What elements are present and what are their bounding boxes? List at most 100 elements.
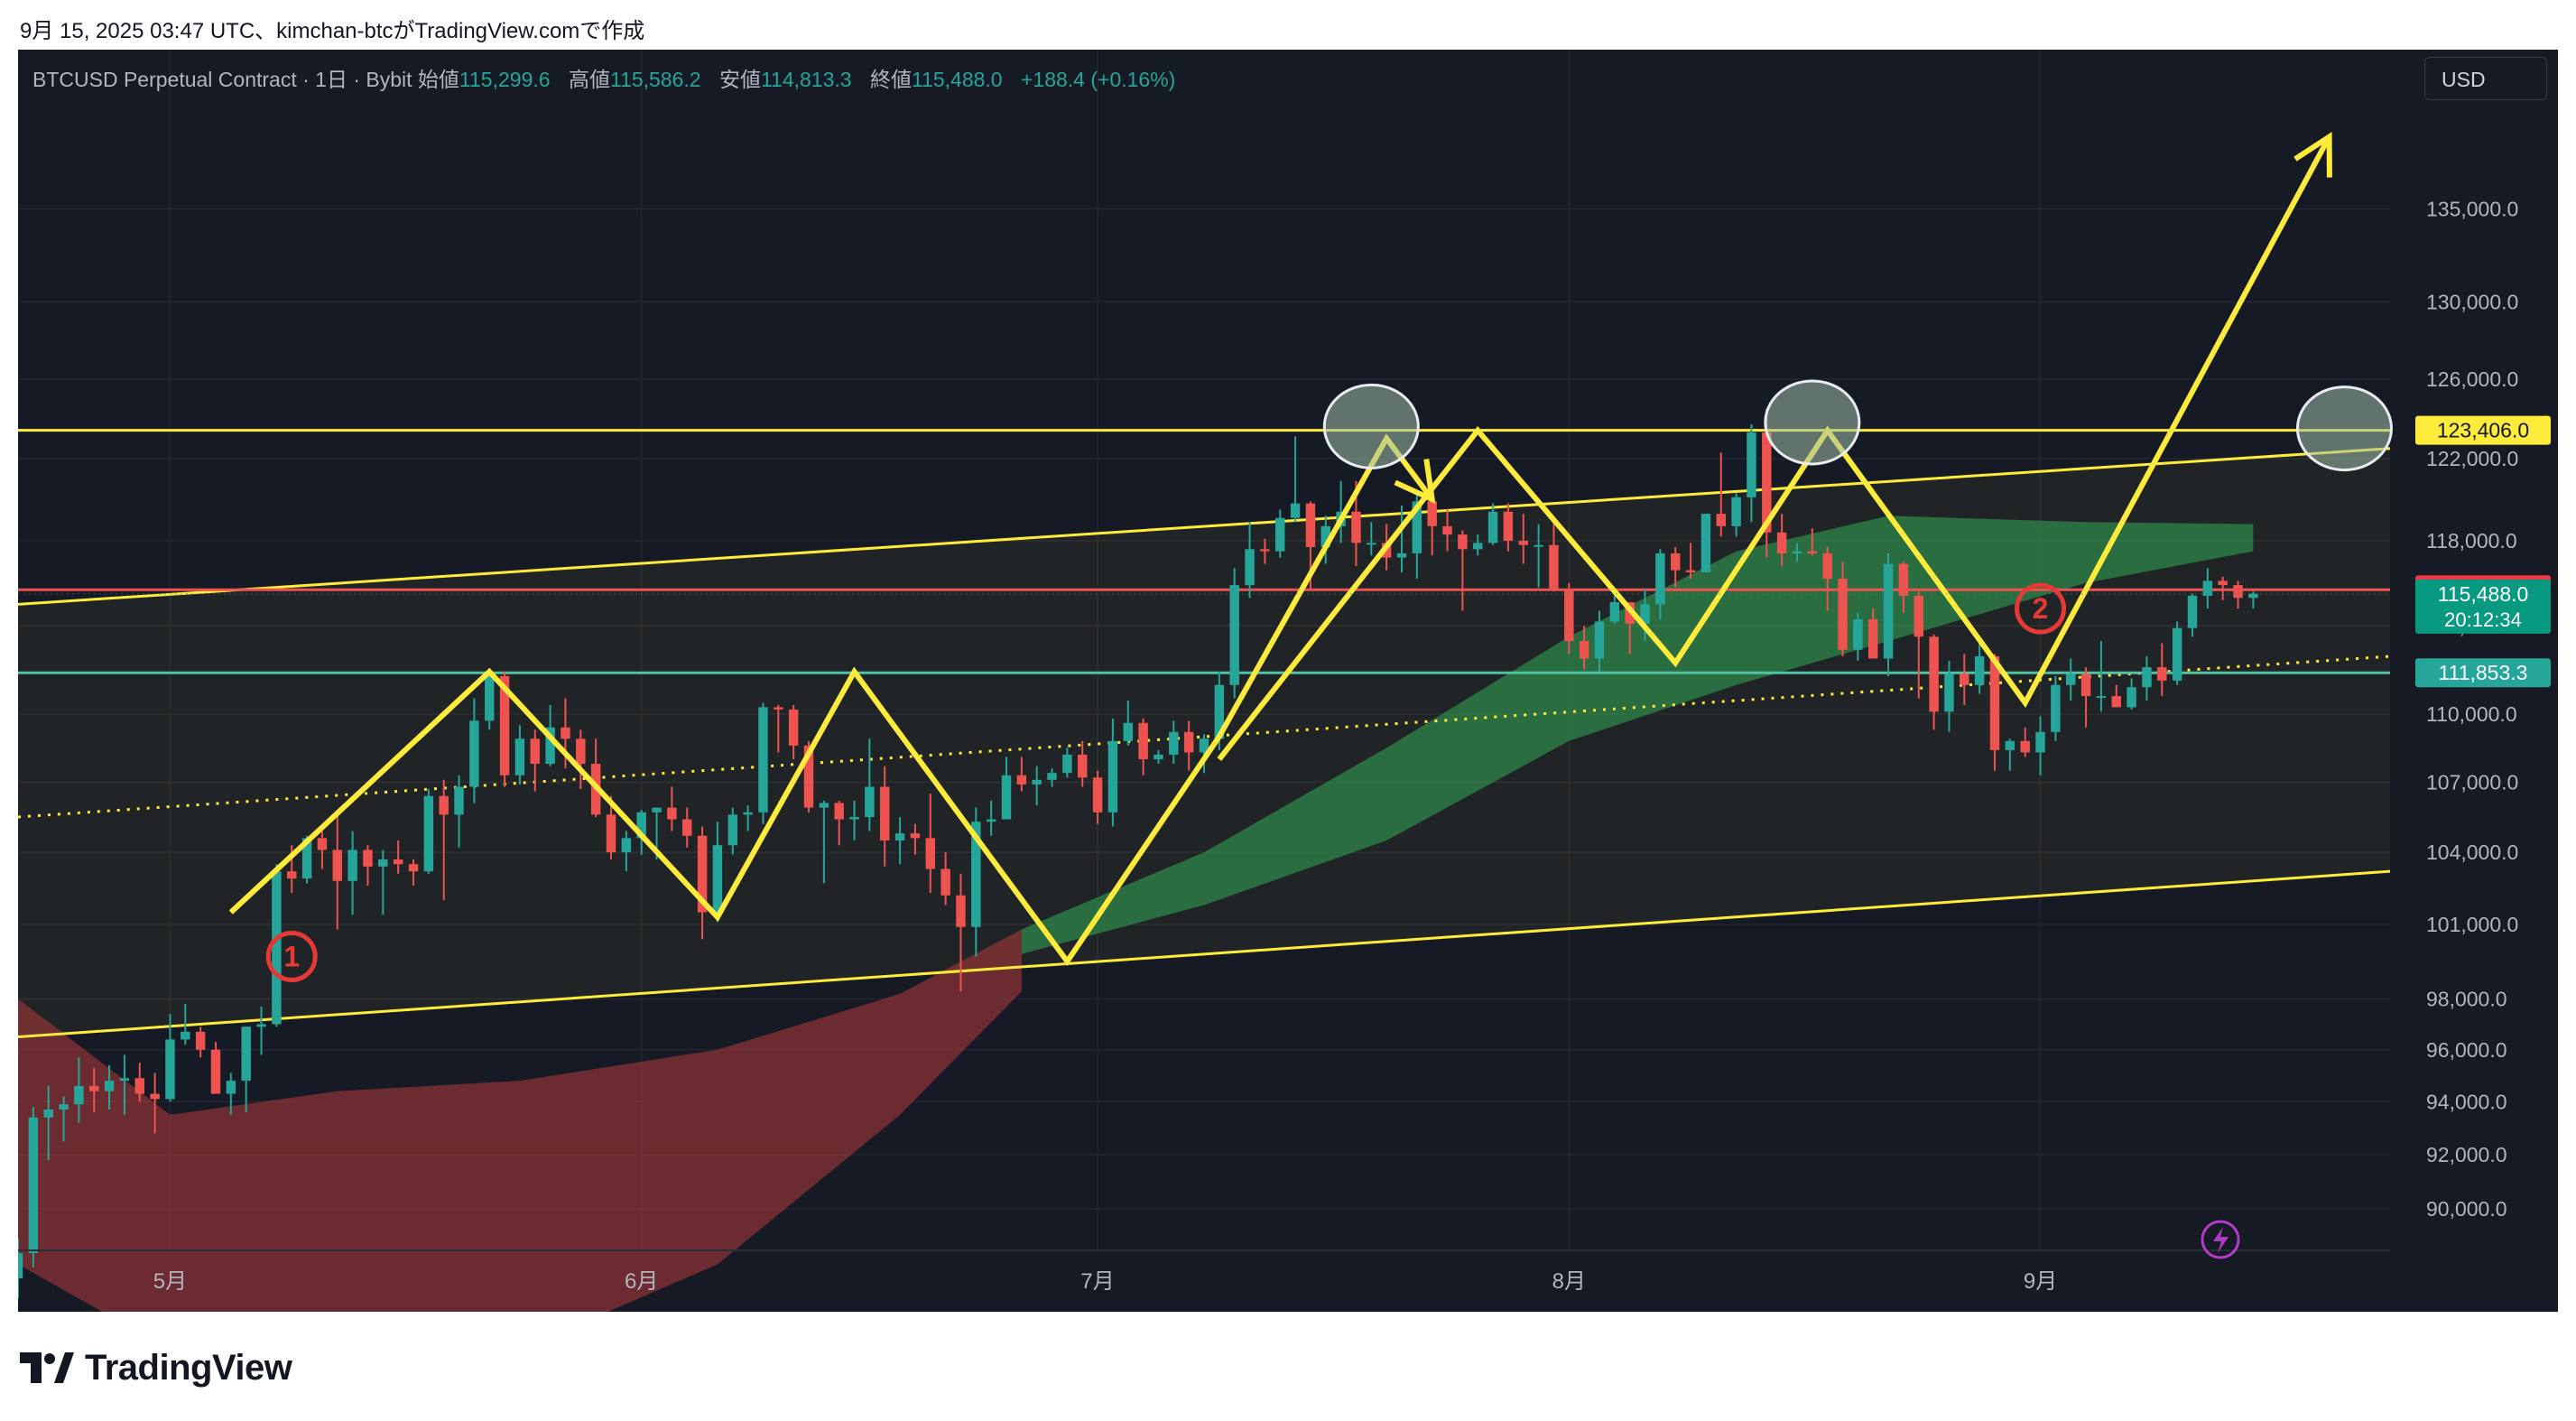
close-label: 終値 bbox=[869, 68, 912, 91]
candle-body-96 bbox=[1473, 543, 1483, 550]
price-tick-0: 90,000.0 bbox=[2426, 1197, 2507, 1221]
candle-body-78 bbox=[1199, 738, 1209, 753]
channel-upper-line bbox=[18, 447, 2391, 606]
candle-body-75 bbox=[1154, 754, 1163, 759]
price-tag-last-price: 115,488.020:12:34 bbox=[2415, 579, 2551, 634]
candle-body-72 bbox=[1107, 740, 1118, 813]
candle-body-74 bbox=[1138, 722, 1148, 759]
tradingview-logo-icon bbox=[20, 1352, 74, 1383]
candle-body-108 bbox=[1655, 553, 1665, 605]
candle-body-94 bbox=[1442, 525, 1452, 535]
candle-body-88 bbox=[1351, 511, 1361, 543]
candle-body-107 bbox=[1640, 604, 1650, 624]
chart-panel[interactable]: 1 2 90,000.0 92,000.0 94,000.0 96,000.0 98,000… bbox=[18, 50, 2558, 1312]
candle-body-119 bbox=[1822, 553, 1832, 580]
candle-body-80 bbox=[1229, 585, 1239, 685]
tradingview-logo[interactable]: TradingView bbox=[20, 1345, 292, 1390]
candle-body-122 bbox=[1868, 619, 1878, 659]
candle-body-17 bbox=[272, 871, 282, 1025]
candle-body-93 bbox=[1427, 501, 1437, 526]
candle-body-142 bbox=[2172, 627, 2182, 681]
price-tick-1: 92,000.0 bbox=[2426, 1143, 2507, 1166]
candle-body-65 bbox=[1001, 775, 1012, 820]
currency-button[interactable]: USD bbox=[2424, 57, 2547, 100]
candle-body-19 bbox=[301, 838, 312, 879]
candle-body-36 bbox=[561, 727, 570, 739]
price-tag-bg-support bbox=[2415, 658, 2551, 688]
candle-body-104 bbox=[1594, 621, 1605, 659]
price-tag-label-resistance: 123,406.0 bbox=[2437, 419, 2529, 442]
candle-body-116 bbox=[1776, 532, 1787, 553]
candle-body-2 bbox=[43, 1110, 53, 1118]
price-tick-3: 96,000.0 bbox=[2426, 1038, 2507, 1062]
candle-body-73 bbox=[1123, 722, 1133, 741]
price-tick-10: 118,000.0 bbox=[2426, 529, 2517, 553]
highlight-circle-2 bbox=[2295, 385, 2393, 472]
zigzag-arrowhead-2 bbox=[2293, 132, 2332, 178]
candle-body-89 bbox=[1367, 543, 1376, 545]
candle-body-7 bbox=[119, 1078, 130, 1082]
candle-body-130 bbox=[1989, 656, 2000, 750]
candle-body-86 bbox=[1320, 525, 1330, 547]
candle-body-12 bbox=[195, 1031, 206, 1050]
candle-body-34 bbox=[530, 738, 540, 765]
candle-body-125 bbox=[1913, 595, 1923, 637]
price-tick-8: 110,000.0 bbox=[2426, 702, 2517, 726]
candle-body-146 bbox=[2233, 585, 2243, 599]
candle-body-99 bbox=[1518, 541, 1528, 545]
candle-body-59 bbox=[910, 833, 921, 839]
candle-body-83 bbox=[1275, 517, 1285, 552]
candle-body-144 bbox=[2202, 580, 2213, 596]
price-tag-resistance: 123,406.0 bbox=[2415, 415, 2551, 445]
time-tick-4: 9月 bbox=[2024, 1269, 2057, 1294]
lightning-icon[interactable] bbox=[2201, 1220, 2240, 1259]
candle-body-42 bbox=[652, 807, 662, 813]
candle-body-138 bbox=[2111, 696, 2121, 708]
candle-body-6 bbox=[104, 1081, 115, 1091]
price-tick-11: 122,000.0 bbox=[2426, 447, 2518, 470]
candle-body-134 bbox=[2051, 684, 2061, 732]
step-marker-1: 1 bbox=[265, 930, 318, 982]
price-tick-4: 98,000.0 bbox=[2426, 987, 2507, 1010]
candle-body-101 bbox=[1549, 544, 1559, 590]
candle-body-56 bbox=[865, 786, 875, 817]
price-chart[interactable]: 1 2 90,000.0 92,000.0 94,000.0 96,000.0 98,000… bbox=[18, 50, 2558, 1312]
candle-body-4 bbox=[74, 1085, 84, 1105]
candle-body-139 bbox=[2127, 687, 2136, 708]
price-tick-7: 107,000.0 bbox=[2426, 770, 2518, 794]
candle-body-103 bbox=[1579, 641, 1589, 659]
candle-body-10 bbox=[165, 1039, 175, 1100]
candle-body-68 bbox=[1047, 773, 1057, 780]
candle-body-31 bbox=[485, 675, 495, 721]
symbol-legend: BTCUSD Perpetual Contract · 1日 · Bybit 始… bbox=[32, 62, 1175, 93]
candle-body-21 bbox=[332, 850, 342, 881]
candle-body-118 bbox=[1807, 551, 1818, 553]
candle-body-137 bbox=[2096, 696, 2107, 699]
candle-body-27 bbox=[423, 795, 434, 872]
candle-body-95 bbox=[1458, 534, 1468, 550]
price-tag-bg-resistance bbox=[2415, 415, 2551, 445]
candle-body-13 bbox=[210, 1049, 221, 1094]
step-marker-2: 2 bbox=[2015, 582, 2067, 635]
candle-body-57 bbox=[880, 786, 890, 841]
candle-body-20 bbox=[317, 838, 328, 850]
candle-body-50 bbox=[774, 707, 783, 710]
candle-body-110 bbox=[1685, 570, 1696, 572]
symbol-name[interactable]: BTCUSD Perpetual Contract · 1日 · Bybit bbox=[32, 68, 412, 91]
lightning-icon-bolt bbox=[2213, 1227, 2229, 1253]
candle-body-92 bbox=[1412, 501, 1422, 553]
price-axis: 90,000.0 92,000.0 94,000.0 96,000.0 98,000.0… bbox=[153, 197, 2519, 1294]
candle-body-131 bbox=[2005, 740, 2015, 750]
candle-body-102 bbox=[1564, 589, 1574, 642]
candle-body-81 bbox=[1245, 549, 1255, 586]
price-tag-bg-last-price bbox=[2415, 579, 2551, 634]
highlight-circle-0 bbox=[1322, 383, 1420, 469]
candle-body-55 bbox=[849, 816, 859, 820]
chart-caption: 9月 15, 2025 03:47 UTC、kimchan-btcがTradin… bbox=[20, 19, 645, 43]
candle-body-23 bbox=[363, 850, 373, 867]
candles-layer bbox=[18, 408, 2258, 1298]
candle-body-133 bbox=[2035, 731, 2045, 753]
candle-body-5 bbox=[89, 1085, 99, 1091]
price-tick-2: 94,000.0 bbox=[2426, 1090, 2507, 1113]
candle-body-32 bbox=[499, 675, 510, 776]
